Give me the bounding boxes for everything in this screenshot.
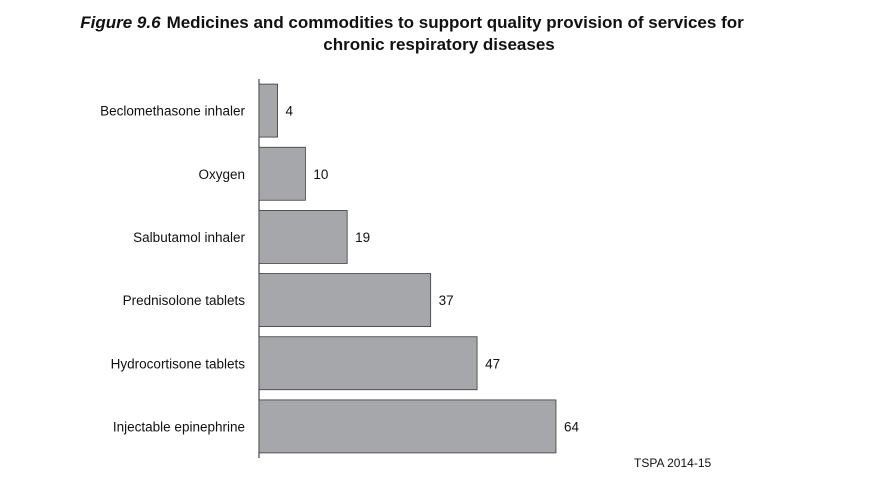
value-label-0: 4 xyxy=(286,104,294,119)
category-label-0: Beclomethasone inhaler xyxy=(100,104,245,119)
bar-0 xyxy=(258,83,278,138)
category-label-2: Salbutamol inhaler xyxy=(133,230,245,245)
category-label-1: Oxygen xyxy=(198,167,245,182)
source-note: TSPA 2014-15 xyxy=(634,456,712,470)
title-line-2: chronic respiratory diseases xyxy=(323,35,555,54)
figure-label: Figure 9.6 xyxy=(80,13,161,32)
title-text-1: Medicines and commodities to support qua… xyxy=(166,13,744,32)
bar-1 xyxy=(258,146,306,201)
category-label-4: Hydrocortisone tablets xyxy=(111,356,246,371)
category-label-3: Prednisolone tablets xyxy=(123,293,246,308)
bar-2 xyxy=(258,210,348,264)
value-label-5: 64 xyxy=(564,419,580,434)
chart-title: Figure 9.6 Medicines and commodities to s… xyxy=(0,12,878,56)
bar-5 xyxy=(258,399,557,454)
bar-4 xyxy=(258,336,478,391)
bar-3 xyxy=(258,273,432,327)
category-label-5: Injectable epinephrine xyxy=(113,419,245,434)
value-label-4: 47 xyxy=(485,356,500,371)
value-label-2: 19 xyxy=(355,230,370,245)
value-label-1: 10 xyxy=(313,167,328,182)
title-line-1: Figure 9.6 Medicines and commodities to s… xyxy=(0,12,878,34)
value-label-3: 37 xyxy=(439,293,454,308)
